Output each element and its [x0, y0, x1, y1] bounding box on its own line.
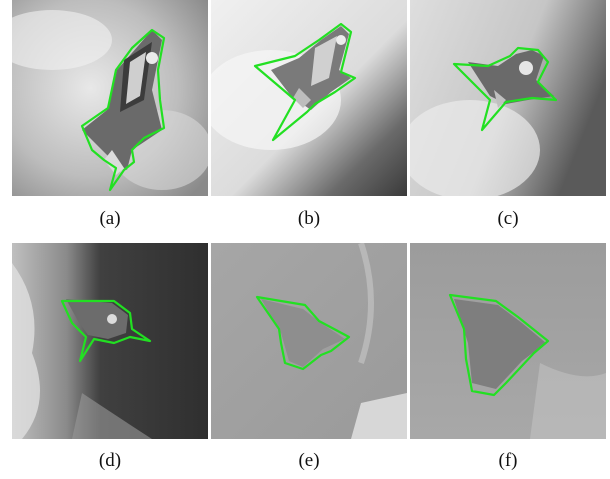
caption-c: (c) [410, 208, 606, 230]
shuttle-photo-d [12, 243, 208, 439]
caption-e: (e) [211, 450, 407, 472]
caption-f: (f) [410, 450, 606, 472]
shuttle-photo-a [12, 0, 208, 196]
image-panel-f [410, 243, 606, 439]
shuttle-photo-e [211, 243, 407, 439]
shuttle-photo-b [211, 0, 407, 196]
caption-d: (d) [12, 450, 208, 472]
image-panel-c [410, 0, 606, 196]
image-panel-d [12, 243, 208, 439]
image-panel-e [211, 243, 407, 439]
shuttle-photo-f [410, 243, 606, 439]
shuttle-photo-c [410, 0, 606, 196]
image-panel-a [12, 0, 208, 196]
image-panel-b [211, 0, 407, 196]
caption-a: (a) [12, 208, 208, 230]
caption-b: (b) [211, 208, 407, 230]
